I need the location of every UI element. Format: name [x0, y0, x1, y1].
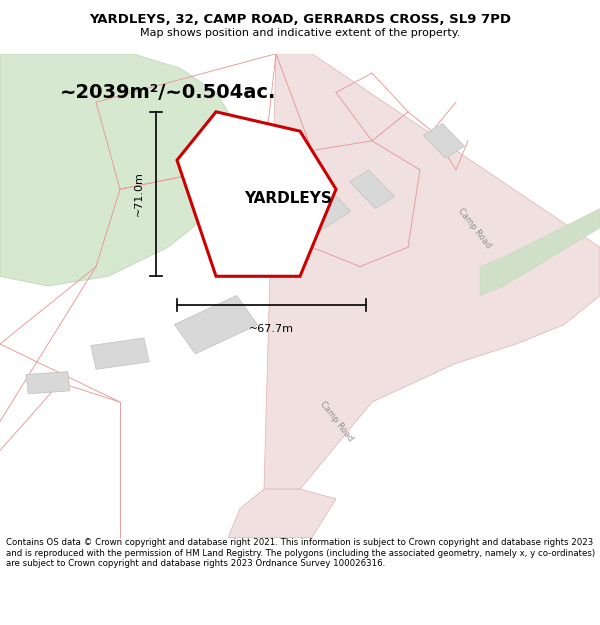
Polygon shape: [91, 338, 149, 369]
Polygon shape: [273, 166, 351, 232]
Polygon shape: [228, 489, 336, 538]
Polygon shape: [26, 372, 70, 394]
Text: YARDLEYS, 32, CAMP ROAD, GERRARDS CROSS, SL9 7PD: YARDLEYS, 32, CAMP ROAD, GERRARDS CROSS,…: [89, 13, 511, 26]
Text: Camp Road: Camp Road: [455, 206, 493, 249]
Text: ~71.0m: ~71.0m: [134, 172, 144, 216]
Text: Contains OS data © Crown copyright and database right 2021. This information is : Contains OS data © Crown copyright and d…: [6, 538, 595, 568]
Polygon shape: [424, 123, 464, 158]
Text: YARDLEYS: YARDLEYS: [244, 191, 332, 206]
Polygon shape: [177, 112, 336, 276]
Text: ~67.7m: ~67.7m: [249, 324, 294, 334]
Text: Camp Road: Camp Road: [317, 399, 355, 443]
Polygon shape: [350, 170, 394, 209]
Polygon shape: [175, 296, 257, 354]
Text: ~2039m²/~0.504ac.: ~2039m²/~0.504ac.: [60, 83, 277, 102]
Polygon shape: [198, 151, 288, 228]
Text: Map shows position and indicative extent of the property.: Map shows position and indicative extent…: [140, 28, 460, 38]
Polygon shape: [480, 209, 600, 296]
Polygon shape: [0, 54, 240, 286]
Polygon shape: [264, 54, 600, 489]
